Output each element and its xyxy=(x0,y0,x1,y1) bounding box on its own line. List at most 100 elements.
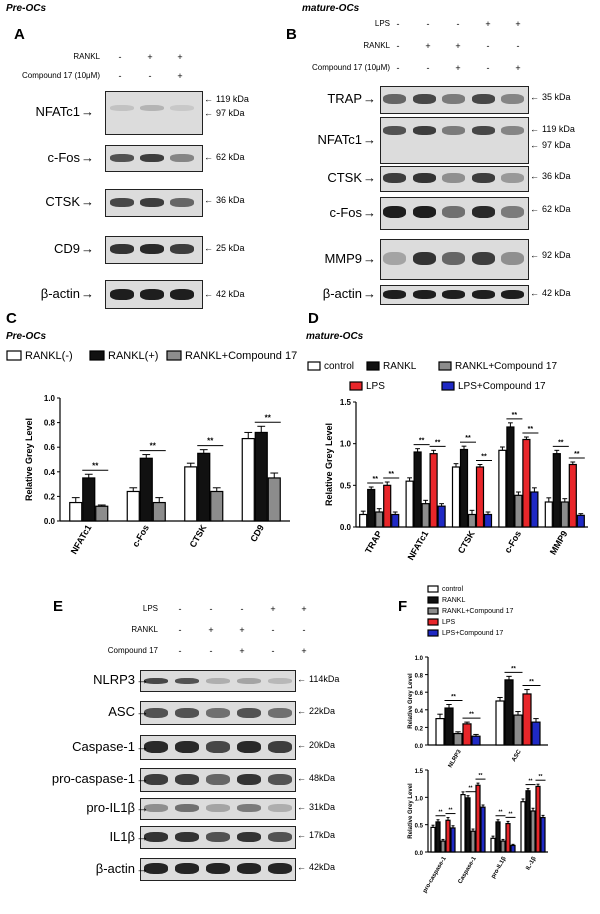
condition-sign: - xyxy=(396,41,400,51)
y-tick-label: 0.0 xyxy=(340,523,352,532)
blot-band xyxy=(110,198,134,207)
blot-band xyxy=(174,741,200,753)
condition-sign: + xyxy=(301,604,307,614)
arrow-right: → xyxy=(363,170,376,185)
legend-swatch xyxy=(166,350,182,361)
significance-mark: ** xyxy=(511,666,516,672)
kda-label: 17kDa xyxy=(309,830,336,840)
y-tick-label: 0.8 xyxy=(44,419,56,428)
kda-arrow: ← xyxy=(297,862,306,872)
legend-label: LPS xyxy=(442,619,456,626)
blot-band xyxy=(501,126,525,135)
bar xyxy=(444,707,454,746)
kda-label: 20kDa xyxy=(309,740,336,750)
blot-band xyxy=(267,863,293,874)
arrow-right: → xyxy=(136,860,149,876)
condition-sign: + xyxy=(147,52,153,62)
panel-c-letter: C xyxy=(6,310,17,327)
kda-label: 22kDa xyxy=(309,706,336,716)
bar xyxy=(544,501,553,528)
bar xyxy=(552,453,561,528)
bar xyxy=(540,816,546,853)
condition-label: LPS xyxy=(142,604,158,613)
protein-label: Caspase-1 xyxy=(72,738,135,754)
arrow-right: → xyxy=(363,204,376,220)
bar xyxy=(522,438,531,528)
arrow-right: → xyxy=(136,672,149,687)
arrow-right: → xyxy=(81,285,94,301)
protein-label: IL1β xyxy=(109,828,135,844)
condition-sign: - xyxy=(178,646,182,656)
bar xyxy=(475,466,485,528)
blot-band xyxy=(170,244,194,254)
significance-mark: ** xyxy=(388,471,394,478)
blot-band xyxy=(442,173,466,183)
kda-label: 42 kDa xyxy=(542,288,571,298)
panel-d-letter: D xyxy=(308,310,319,327)
protein-label: CTSK xyxy=(45,194,80,209)
kda-arrow: ← xyxy=(297,773,306,783)
x-tick-label: MMP9 xyxy=(548,529,570,557)
protein-label: TRAP xyxy=(327,91,362,106)
blot-band xyxy=(110,289,134,300)
bar xyxy=(490,837,496,853)
blot-band xyxy=(110,154,134,162)
bar xyxy=(451,466,461,528)
blot-band xyxy=(140,105,164,111)
kda-arrow: ← xyxy=(297,802,306,812)
bar xyxy=(483,513,493,528)
condition-sign: - xyxy=(396,63,400,73)
bar xyxy=(470,830,476,853)
legend-label: LPS+Compound 17 xyxy=(458,381,546,392)
x-tick-label: NFATc1 xyxy=(406,529,431,562)
bar xyxy=(435,821,441,853)
condition-sign: - xyxy=(118,71,122,81)
condition-sign: + xyxy=(177,52,183,62)
y-tick-label: 0.6 xyxy=(44,443,56,452)
bar xyxy=(525,790,531,853)
chart-d: control RANKL RANKL+Compound 17 LPS LPS+Comp… xyxy=(307,361,588,562)
blot-band xyxy=(174,832,200,842)
kda-label: 97 kDa xyxy=(216,108,245,118)
panel-b-letter: B xyxy=(286,26,297,43)
legend: control RANKL RANKL+Compound 17 LPS LPS+Comp… xyxy=(307,361,557,392)
y-tick-label: 0.0 xyxy=(415,851,424,857)
bar xyxy=(440,840,446,853)
blot-band xyxy=(143,863,169,874)
significance-mark: ** xyxy=(207,437,214,446)
kda-arrow: ← xyxy=(204,108,213,118)
significance-mark: ** xyxy=(435,439,441,446)
blot-band xyxy=(383,126,407,135)
blot-band xyxy=(170,154,194,162)
y-tick-label: 0.2 xyxy=(415,726,424,732)
kda-arrow: ← xyxy=(204,289,213,299)
x-tick-label: c-Fos xyxy=(130,523,151,549)
significance-mark: ** xyxy=(451,695,456,701)
bar xyxy=(495,821,501,853)
bar xyxy=(152,501,166,522)
blot-band xyxy=(140,289,164,300)
legend: control RANKL RANKL+Compound 17 LPS LPS+Comp… xyxy=(427,585,514,637)
blot-band xyxy=(143,741,169,753)
condition-sign: - xyxy=(148,71,152,81)
significance-mark: ** xyxy=(469,786,473,792)
significance-mark: ** xyxy=(512,412,518,419)
protein-label: c-Fos xyxy=(47,149,81,165)
bar xyxy=(184,466,198,522)
bar xyxy=(495,700,505,746)
bar xyxy=(241,437,255,522)
blot-band xyxy=(205,741,231,753)
bar xyxy=(453,732,463,746)
blot-box xyxy=(105,236,203,264)
chart-D: 0.0 0.5 1.0 1.5 Relative Grey Level ** ** TRAP *… xyxy=(324,398,588,562)
legend-label: RANKL+Compound 17 xyxy=(185,350,297,362)
blot-band xyxy=(267,708,293,718)
chart-f: control RANKL RANKL+Compound 17 LPS LPS+Comp… xyxy=(408,585,548,894)
legend-swatch xyxy=(427,585,439,593)
bar xyxy=(500,840,506,853)
kda-arrow: ← xyxy=(297,830,306,840)
protein-label: ASC xyxy=(108,704,135,719)
kda-arrow: ← xyxy=(204,152,213,162)
bar xyxy=(522,693,532,746)
blot-band xyxy=(174,708,200,718)
